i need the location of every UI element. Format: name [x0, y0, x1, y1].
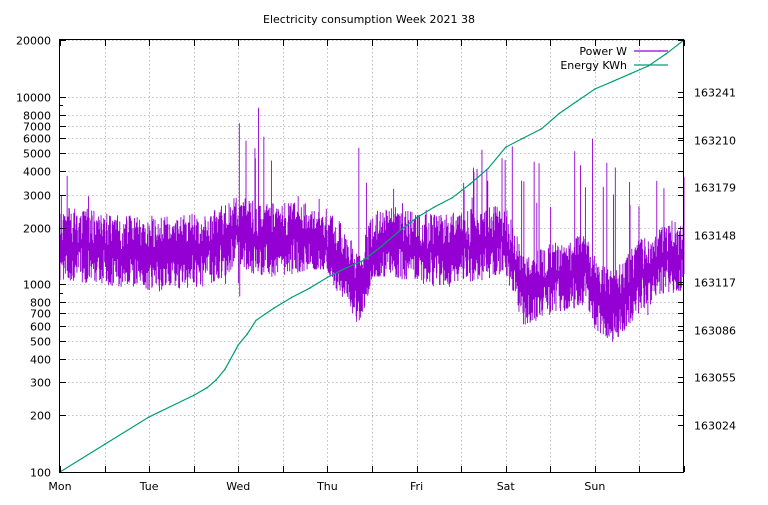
y-left-tick-label: 700	[30, 308, 51, 321]
energy-point	[576, 100, 578, 103]
y-right-tick-label: 163148	[694, 230, 736, 243]
legend: Power W Energy KWh	[560, 45, 668, 72]
energy-point	[206, 386, 208, 389]
energy-point	[380, 246, 382, 248]
y-left-tick-label: 600	[30, 321, 51, 334]
energy-point	[665, 53, 667, 55]
y-left-tick-label: 400	[30, 354, 51, 367]
y-right-tick-label: 163179	[694, 182, 736, 195]
energy-point	[469, 183, 471, 185]
x-tick-label: Thu	[316, 480, 338, 493]
y-left-tick-label: 100	[30, 467, 51, 480]
y-left-tick-label: 2000	[23, 223, 51, 236]
energy-point	[433, 206, 436, 208]
energy-point	[326, 276, 329, 279]
energy-line	[59, 39, 685, 473]
y-left-tick-label: 20000	[16, 35, 51, 48]
y-left-tick-label: 8000	[23, 110, 51, 123]
y-left-tick-label: 4000	[23, 166, 51, 179]
y-left-tick-label: 7000	[23, 121, 51, 134]
energy-point	[273, 307, 275, 309]
power-series	[59, 107, 685, 342]
energy-point	[611, 80, 614, 83]
plot-frame	[59, 39, 684, 473]
legend-label-energy: Energy KWh	[560, 59, 627, 72]
y-left-tick-label: 5000	[23, 148, 51, 161]
y-left-tick-label: 800	[30, 297, 51, 310]
y-right-tick-label: 163055	[694, 372, 736, 385]
y-left-tick-label: 200	[30, 410, 51, 423]
y-right-tick-label: 163210	[694, 135, 736, 148]
energy-point	[522, 137, 525, 139]
x-tick-label: Tue	[139, 480, 159, 493]
energy-point	[246, 333, 248, 335]
y-right-tick-label: 163241	[694, 87, 736, 100]
y-left-tick-label: 6000	[23, 133, 51, 146]
y-right-tick-label: 163117	[694, 277, 736, 290]
energy-point	[255, 319, 257, 322]
x-tick-label: Sat	[497, 480, 516, 493]
y-left-tick-label: 500	[30, 336, 51, 349]
energy-point	[487, 167, 489, 170]
energy-point	[224, 368, 226, 371]
energy-point	[415, 216, 418, 219]
energy-point	[192, 394, 195, 397]
energy-point	[540, 128, 543, 130]
energy-point	[344, 267, 347, 270]
energy-point	[451, 197, 454, 199]
x-tick-label: Wed	[226, 480, 250, 493]
y-left-tick-label: 10000	[16, 92, 51, 105]
energy-point	[594, 88, 596, 90]
x-tick-label: Mon	[48, 480, 71, 493]
energy-point	[504, 146, 507, 148]
legend-label-power: Power W	[579, 45, 627, 58]
energy-point	[237, 344, 240, 346]
y-right-tick-label: 163024	[694, 420, 736, 433]
energy-point	[148, 416, 150, 418]
energy-point	[308, 287, 311, 290]
energy-point	[558, 112, 560, 115]
energy-point	[103, 443, 106, 446]
power-impulses	[59, 107, 685, 342]
y-left-tick-label: 3000	[23, 190, 51, 203]
energy-point	[397, 230, 400, 233]
x-tick-label: Sun	[584, 480, 605, 493]
y-left-tick-label: 300	[30, 377, 51, 390]
x-tick-label: Fri	[410, 480, 423, 493]
y-right-tick-label: 163086	[694, 325, 736, 338]
energy-point	[291, 296, 293, 299]
energy-point	[629, 72, 632, 75]
energy-point	[215, 379, 217, 381]
energy-point	[362, 259, 364, 262]
y-left-tick-label: 1000	[23, 279, 51, 292]
energy-series	[59, 39, 685, 473]
chart-title: Electricity consumption Week 2021 38	[263, 13, 475, 26]
